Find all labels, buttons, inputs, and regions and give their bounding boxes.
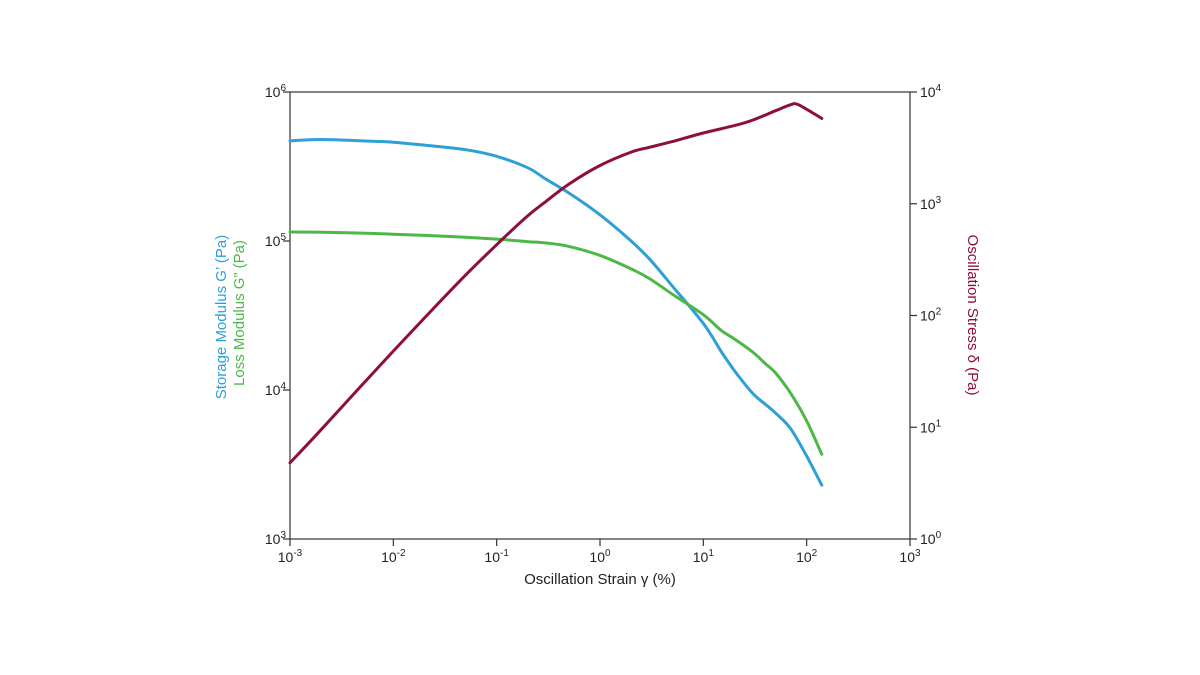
series-layer xyxy=(288,102,824,487)
plot-area-frame xyxy=(289,91,911,540)
left-y-tick-label: 103 xyxy=(265,530,287,547)
storage-modulus-line xyxy=(288,138,824,487)
x-tick-label: 100 xyxy=(589,548,611,565)
right-y-tick-label: 102 xyxy=(920,307,942,324)
right-y-tick-label: 103 xyxy=(920,195,942,212)
left-y-axis: 103 104 105 106 xyxy=(265,83,290,547)
left-y-tick-label: 106 xyxy=(265,83,287,100)
x-tick-label: 101 xyxy=(693,548,715,565)
right-y-tick-label: 101 xyxy=(920,418,942,435)
left-y-axis-title-loss: Loss Modulus G” (Pa) xyxy=(231,240,248,386)
x-tick-label: 10-3 xyxy=(278,548,303,565)
right-y-tick-label: 100 xyxy=(920,530,942,547)
x-axis-title: Oscillation Strain γ (%) xyxy=(524,571,676,588)
x-axis: 10-3 10-2 10-1 100 101 102 103 xyxy=(278,539,921,565)
right-y-tick-label: 104 xyxy=(920,83,942,100)
oscillation-stress-line xyxy=(288,102,824,465)
left-y-tick-label: 104 xyxy=(265,381,287,398)
right-y-axis-title: Oscillation Stress δ (Pa) xyxy=(964,235,981,396)
left-y-axis-title-storage: Storage Modulus G’ (Pa) xyxy=(213,235,230,400)
x-tick-label: 10-2 xyxy=(381,548,406,565)
right-y-axis: 100 101 102 103 104 xyxy=(910,83,942,547)
left-y-tick-label: 105 xyxy=(265,232,287,249)
loss-modulus-line xyxy=(288,230,824,456)
x-tick-label: 10-1 xyxy=(484,548,509,565)
x-tick-label: 103 xyxy=(899,548,921,565)
x-tick-label: 102 xyxy=(796,548,818,565)
